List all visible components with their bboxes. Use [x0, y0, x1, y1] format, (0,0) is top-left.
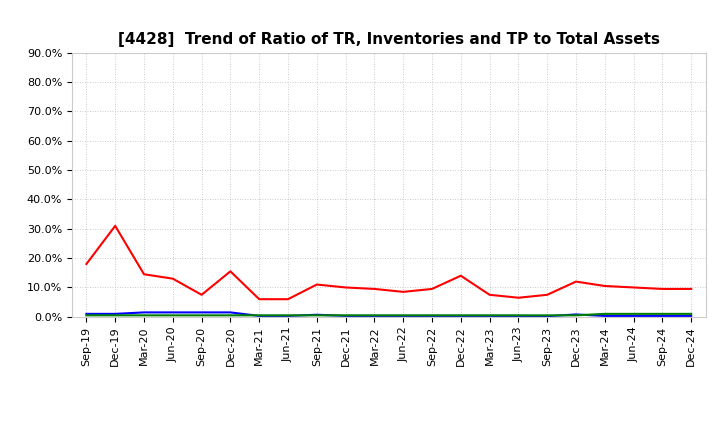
Trade Payables — [111, 313, 120, 318]
Inventories — [543, 314, 552, 319]
Trade Receivables — [82, 261, 91, 267]
Inventories — [370, 313, 379, 319]
Trade Receivables — [197, 292, 206, 297]
Line: Inventories: Inventories — [86, 312, 691, 316]
Trade Payables — [255, 313, 264, 318]
Trade Receivables — [629, 285, 638, 290]
Trade Receivables — [399, 289, 408, 294]
Trade Payables — [428, 313, 436, 318]
Trade Receivables — [600, 283, 609, 289]
Inventories — [111, 311, 120, 316]
Trade Payables — [600, 311, 609, 316]
Inventories — [428, 313, 436, 319]
Trade Receivables — [485, 292, 494, 297]
Line: Trade Receivables: Trade Receivables — [86, 226, 691, 299]
Trade Payables — [514, 313, 523, 318]
Trade Receivables — [658, 286, 667, 292]
Trade Receivables — [572, 279, 580, 284]
Inventories — [399, 313, 408, 319]
Inventories — [312, 312, 321, 317]
Inventories — [514, 313, 523, 319]
Trade Payables — [572, 313, 580, 318]
Trade Payables — [82, 313, 91, 318]
Trade Payables — [658, 311, 667, 316]
Trade Payables — [485, 313, 494, 318]
Trade Payables — [456, 313, 465, 318]
Title: [4428]  Trend of Ratio of TR, Inventories and TP to Total Assets: [4428] Trend of Ratio of TR, Inventories… — [118, 33, 660, 48]
Inventories — [197, 310, 206, 315]
Trade Receivables — [456, 273, 465, 279]
Trade Payables — [140, 313, 148, 318]
Trade Receivables — [341, 285, 350, 290]
Trade Receivables — [428, 286, 436, 292]
Trade Payables — [226, 313, 235, 318]
Trade Receivables — [226, 269, 235, 274]
Trade Payables — [284, 313, 292, 318]
Line: Trade Payables: Trade Payables — [86, 314, 691, 315]
Inventories — [341, 313, 350, 319]
Trade Receivables — [543, 292, 552, 297]
Trade Receivables — [140, 271, 148, 277]
Trade Payables — [341, 313, 350, 318]
Trade Payables — [629, 311, 638, 316]
Trade Payables — [312, 313, 321, 318]
Inventories — [572, 312, 580, 317]
Trade Receivables — [111, 223, 120, 228]
Inventories — [658, 313, 667, 319]
Trade Receivables — [370, 286, 379, 292]
Inventories — [284, 313, 292, 319]
Inventories — [168, 310, 177, 315]
Trade Payables — [687, 311, 696, 316]
Inventories — [255, 313, 264, 319]
Trade Receivables — [687, 286, 696, 292]
Trade Receivables — [255, 297, 264, 302]
Trade Receivables — [168, 276, 177, 281]
Inventories — [629, 313, 638, 319]
Inventories — [82, 311, 91, 316]
Trade Payables — [399, 313, 408, 318]
Trade Payables — [370, 313, 379, 318]
Inventories — [687, 313, 696, 319]
Inventories — [140, 310, 148, 315]
Trade Payables — [543, 313, 552, 318]
Trade Payables — [197, 313, 206, 318]
Trade Receivables — [312, 282, 321, 287]
Inventories — [485, 313, 494, 319]
Inventories — [456, 313, 465, 319]
Trade Receivables — [284, 297, 292, 302]
Trade Receivables — [514, 295, 523, 301]
Trade Payables — [168, 313, 177, 318]
Inventories — [226, 310, 235, 315]
Inventories — [600, 313, 609, 319]
